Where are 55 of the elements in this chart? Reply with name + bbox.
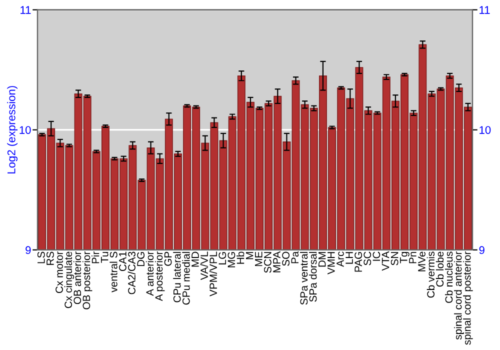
- x-tick-label: LG: [218, 252, 226, 264]
- x-tick-label: RS: [46, 252, 54, 265]
- x-tick-label: PAG: [354, 252, 362, 272]
- x-tick-label: Pa: [291, 251, 299, 264]
- x-tick-label: Tu: [100, 252, 108, 263]
- y-axis-title: Log2 (expression): [7, 86, 18, 174]
- x-tick-label: A anterior: [146, 251, 154, 296]
- x-tick-label: SPa dorsal: [309, 252, 317, 302]
- x-tick-label: SC: [364, 252, 372, 266]
- x-tick-label: MG: [228, 252, 236, 268]
- x-tick-label: LH: [346, 252, 353, 264]
- x-tick-label: ventral S: [110, 252, 118, 292]
- y-tick-label: 10: [20, 126, 31, 134]
- y2-tick-label: 10: [480, 126, 491, 134]
- x-tick-label: CPu lateral: [173, 252, 181, 302]
- x-tick-label: DG: [137, 252, 145, 266]
- x-tick-label: Pir: [92, 251, 100, 264]
- x-tick-label: SCN: [264, 252, 272, 273]
- x-tick-label: Cb nucleus: [444, 252, 453, 303]
- x-tick-label: MPA: [273, 251, 280, 272]
- x-tick-label: LS: [37, 252, 45, 264]
- y-tick-label: 11: [20, 6, 31, 14]
- x-tick-label: spinal cord anterior: [454, 251, 464, 340]
- x-tick-label: OB posterior: [82, 251, 92, 310]
- y2-tick-label: 9: [479, 246, 484, 254]
- x-tick-label: Cb lobe: [436, 252, 444, 287]
- x-tick-label: OB anterior: [73, 251, 82, 304]
- x-tick-label: IC: [372, 252, 380, 261]
- y2-tick-label: 11: [480, 6, 490, 14]
- x-tick-label: VPM/VPL: [209, 252, 218, 296]
- x-tick-label: spinal cord posterior: [463, 251, 473, 345]
- x-tick-label: SO: [282, 252, 290, 266]
- x-tick-label: CA1: [119, 252, 126, 272]
- x-tick-label: A posterior: [154, 251, 165, 302]
- x-tick-label: Cb vermis: [426, 252, 435, 298]
- x-tick-label: Cx cingulate: [64, 252, 74, 308]
- x-tick-label: SPa ventral: [300, 252, 308, 305]
- x-tick-label: DM: [318, 252, 326, 267]
- x-tick-label: CPu medial: [182, 252, 190, 305]
- x-tick-label: CA2/CA3: [128, 252, 136, 294]
- x-tick-label: GP: [164, 252, 172, 266]
- x-tick-label: Tg: [400, 252, 410, 264]
- x-tick-label: M: [246, 252, 254, 260]
- x-tick-label: MVe: [418, 252, 426, 272]
- y-tick-label: 9: [26, 246, 31, 254]
- x-tick-label: ME: [255, 252, 262, 266]
- x-tick-label: Hb: [236, 252, 244, 264]
- x-tick-label: Arc: [336, 252, 344, 267]
- x-tick-label: VTA: [382, 251, 390, 271]
- x-tick-label: Cx motor: [56, 251, 63, 294]
- x-tick-label: SN: [390, 252, 398, 266]
- x-tick-label: VA/VL: [200, 252, 208, 280]
- x-tick-label: MD: [192, 252, 199, 267]
- x-tick-label: Pn: [409, 252, 416, 264]
- x-tick-label: VMH: [328, 252, 335, 274]
